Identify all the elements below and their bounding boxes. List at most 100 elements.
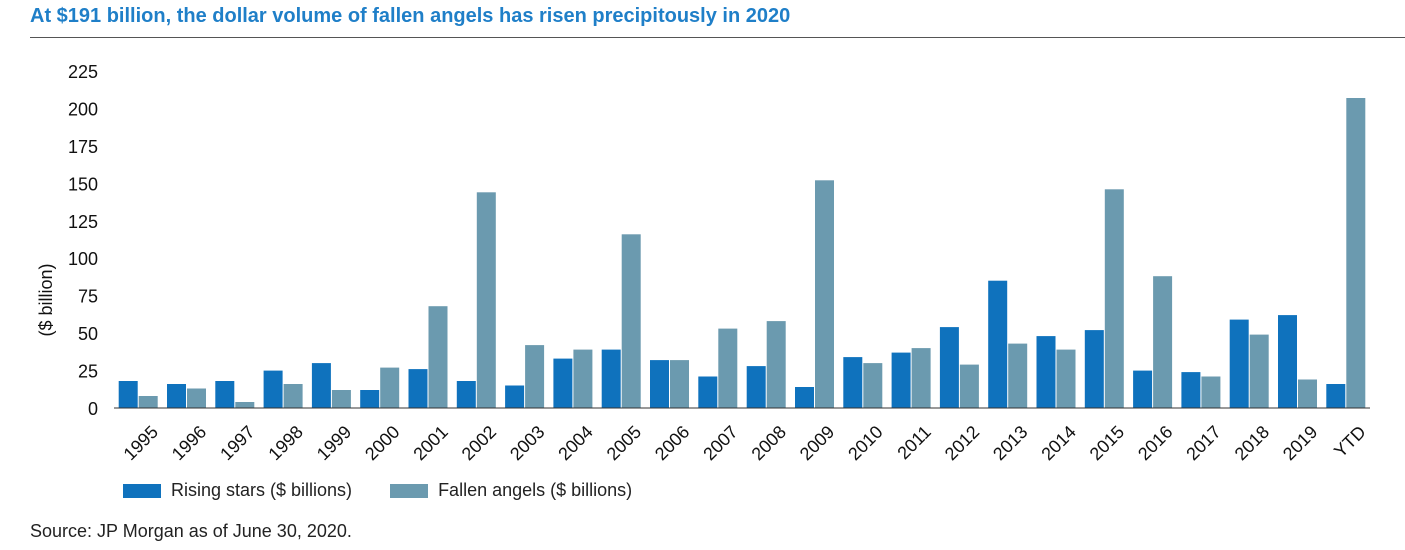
y-tick-label: 25 [78, 362, 98, 382]
x-tick-label: 2008 [748, 422, 790, 464]
bar-rising-stars [1326, 384, 1346, 408]
bar-rising-stars [601, 349, 621, 408]
bar-rising-stars [408, 369, 428, 408]
x-tick-label: 2015 [1086, 422, 1128, 464]
bar-fallen-angels [1249, 334, 1269, 408]
x-tick-label: 2003 [506, 422, 548, 464]
bar-rising-stars [650, 360, 669, 408]
legend: Rising stars ($ billions) Fallen angels … [123, 480, 670, 501]
x-axis: 1995 1996 1997 1998 1999 2000 2001 2002 2003 2004… [120, 422, 1370, 464]
y-tick-label: 100 [68, 249, 98, 269]
bar-rising-stars [1229, 319, 1249, 408]
bar-rising-stars [795, 387, 814, 408]
x-tick-label: 2007 [699, 422, 741, 464]
bar-rising-stars [891, 352, 911, 408]
x-tick-label: 1995 [120, 422, 162, 464]
x-tick-label: 2002 [458, 422, 500, 464]
x-tick-label: 2005 [603, 422, 645, 464]
source-note: Source: JP Morgan as of June 30, 2020. [30, 521, 352, 541]
y-axis: 0 25 50 75 100 125 150 175 200 225 [68, 62, 98, 419]
x-tick-label: 1996 [168, 422, 210, 464]
y-tick-label: 75 [78, 287, 98, 307]
x-tick-label: 2017 [1182, 422, 1224, 464]
legend-label-fallen-angels: Fallen angels ($ billions) [438, 480, 633, 500]
bar-rising-stars [505, 385, 525, 408]
bar-fallen-angels [1008, 343, 1028, 408]
bar-fallen-angels [573, 349, 593, 408]
x-tick-label: 2019 [1279, 422, 1321, 464]
bar-rising-stars [1036, 336, 1056, 408]
bar-fallen-angels [959, 364, 979, 408]
bar-chart: 0 25 50 75 100 125 150 175 200 225 ($ billion) 19… [36, 62, 1370, 464]
bar-rising-stars [746, 366, 766, 408]
bar-rising-stars [360, 390, 380, 408]
x-tick-label: 1999 [313, 422, 355, 464]
bar-rising-stars [553, 358, 573, 408]
bar-rising-stars [263, 370, 283, 408]
bar-fallen-angels [1153, 276, 1173, 408]
x-tick-label: 2016 [1134, 422, 1176, 464]
bar-fallen-angels [1104, 189, 1124, 408]
bar-fallen-angels [525, 345, 545, 408]
bar-rising-stars [1084, 330, 1104, 408]
y-tick-label: 175 [68, 137, 98, 157]
bar-rising-stars [215, 381, 235, 408]
x-tick-label: 2011 [893, 422, 935, 464]
x-tick-label: 2013 [989, 422, 1031, 464]
bar-fallen-angels [380, 367, 400, 408]
y-axis-label: ($ billion) [36, 263, 56, 336]
bar-fallen-angels [670, 360, 689, 408]
legend-item-fallen-angels: Fallen angels ($ billions) [390, 480, 632, 501]
bar-rising-stars [1133, 370, 1153, 408]
bar-fallen-angels [863, 363, 883, 408]
legend-swatch-rising-stars [123, 483, 161, 498]
y-tick-label: 0 [88, 399, 98, 419]
bar-rising-stars [167, 384, 186, 408]
bar-fallen-angels [1201, 376, 1221, 408]
bar-fallen-angels [1346, 98, 1366, 408]
x-tick-label: 2018 [1231, 422, 1273, 464]
bar-fallen-angels [283, 384, 303, 408]
bar-fallen-angels [476, 192, 496, 408]
bar-fallen-angels [331, 390, 351, 408]
bar-rising-stars [939, 327, 959, 408]
x-tick-label: YTD [1330, 422, 1370, 462]
legend-swatch-fallen-angels [390, 483, 429, 498]
bar-fallen-angels [138, 396, 158, 408]
y-tick-label: 200 [68, 99, 98, 119]
bar-fallen-angels [1056, 349, 1076, 408]
bar-fallen-angels [187, 388, 206, 408]
bar-fallen-angels [766, 321, 786, 408]
x-tick-label: 2000 [361, 422, 403, 464]
x-tick-label: 2010 [844, 422, 886, 464]
x-tick-label: 2001 [409, 422, 451, 464]
y-tick-label: 225 [68, 62, 98, 82]
bar-fallen-angels [815, 180, 834, 408]
bar-fallen-angels [621, 234, 641, 408]
y-tick-label: 50 [78, 324, 98, 344]
x-tick-label: 1997 [216, 422, 258, 464]
bar-rising-stars [118, 381, 138, 408]
y-tick-label: 125 [68, 212, 98, 232]
x-tick-label: 1998 [264, 422, 306, 464]
x-tick-label: 2006 [651, 422, 693, 464]
bars [118, 98, 1366, 408]
legend-item-rising-stars: Rising stars ($ billions) [123, 480, 352, 501]
bar-rising-stars [311, 363, 331, 408]
x-tick-label: 2014 [1037, 422, 1079, 464]
bar-fallen-angels [235, 402, 255, 408]
chart-title: At $191 billion, the dollar volume of fa… [30, 5, 791, 27]
bar-fallen-angels [1298, 379, 1317, 408]
bar-rising-stars [1278, 315, 1297, 408]
x-tick-label: 2012 [941, 422, 983, 464]
bar-rising-stars [988, 280, 1008, 408]
bar-fallen-angels [911, 348, 931, 408]
bar-fallen-angels [428, 306, 448, 408]
bar-rising-stars [698, 376, 718, 408]
x-tick-label: 2004 [554, 422, 596, 464]
bar-fallen-angels [718, 328, 738, 408]
bar-rising-stars [1181, 372, 1201, 408]
bar-rising-stars [843, 357, 863, 408]
bar-rising-stars [456, 381, 476, 408]
legend-label-rising-stars: Rising stars ($ billions) [171, 480, 353, 500]
